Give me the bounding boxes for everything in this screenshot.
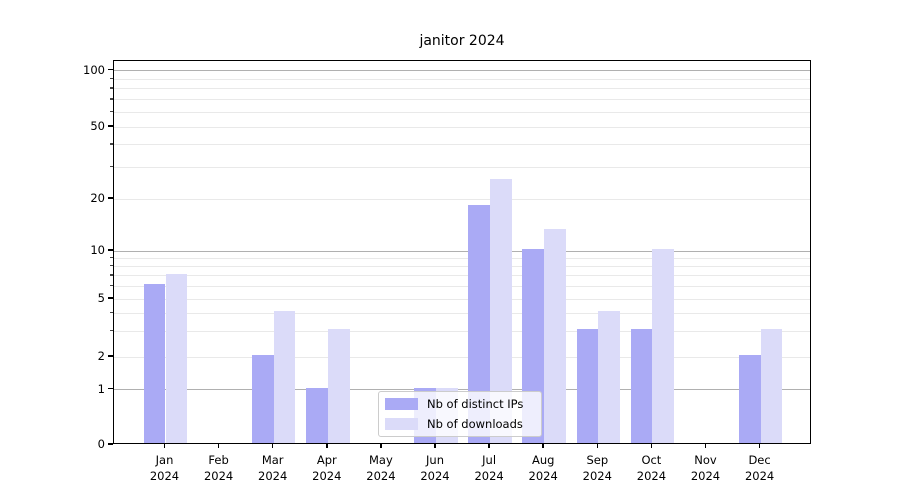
y-minor-tick-mark-40 <box>110 143 113 145</box>
minor-gridline-20 <box>114 198 810 200</box>
legend-item-downloads: Nb of downloads <box>379 414 541 434</box>
legend-item-distinct-ips: Nb of distinct IPs <box>379 394 541 414</box>
y-minor-tick-mark-90 <box>110 77 113 80</box>
minor-gridline-4 <box>114 312 810 314</box>
bar-jan-distinct-ips <box>143 284 166 443</box>
y-tick-label-50: 50 <box>90 119 105 133</box>
x-tick-label-jan: Jan 2024 <box>149 453 180 483</box>
minor-gridline-60 <box>114 111 810 113</box>
minor-gridline-8 <box>114 265 810 267</box>
bar-sep-distinct-ips <box>576 329 599 443</box>
minor-gridline-70 <box>114 99 810 101</box>
x-tick-mark-sep <box>596 444 599 448</box>
bar-aug-downloads <box>544 229 566 443</box>
y-minor-tick-mark-60 <box>110 110 113 113</box>
minor-gridline-50 <box>114 126 810 128</box>
x-tick-mark-may <box>380 444 382 448</box>
bar-mar-distinct-ips <box>251 355 274 443</box>
x-tick-label-apr: Apr 2024 <box>312 453 342 483</box>
bar-dec-distinct-ips <box>738 355 761 443</box>
bar-apr-distinct-ips <box>306 387 328 443</box>
major-gridline-100 <box>114 70 810 71</box>
y-tick-label-20: 20 <box>90 191 105 205</box>
x-tick-mark-mar <box>271 444 274 448</box>
y-minor-tick-mark-70 <box>110 98 113 100</box>
legend-label-downloads: Nb of downloads <box>427 417 523 431</box>
bar-oct-downloads <box>652 249 675 443</box>
x-tick-label-jul: Jul 2024 <box>474 453 504 483</box>
x-tick-mark-jun <box>434 444 436 448</box>
x-tick-label-mar: Mar 2024 <box>258 453 288 483</box>
y-tick-label-5: 5 <box>97 291 105 305</box>
x-tick-label-feb: Feb 2024 <box>203 453 234 483</box>
x-tick-label-nov: Nov 2024 <box>690 453 721 483</box>
x-tick-mark-jan <box>163 444 166 448</box>
y-minor-tick-mark-9 <box>110 256 113 259</box>
bar-mar-downloads <box>273 311 296 443</box>
y-tick-mark-100 <box>108 68 113 71</box>
x-tick-mark-jul <box>488 444 490 448</box>
major-gridline-10 <box>114 250 810 252</box>
plot-area <box>113 60 811 444</box>
minor-gridline-5 <box>114 298 810 300</box>
y-tick-mark-10 <box>108 249 113 251</box>
bar-jan-downloads <box>165 273 188 443</box>
y-tick-label-1: 1 <box>97 381 105 396</box>
x-tick-label-aug: Aug 2024 <box>528 453 558 483</box>
legend: Nb of distinct IPs Nb of downloads <box>378 391 542 437</box>
y-tick-label-100: 100 <box>83 62 105 77</box>
y-tick-label-2: 2 <box>97 349 105 363</box>
chart-title: janitor 2024 <box>419 33 505 49</box>
x-tick-mark-feb <box>217 444 220 448</box>
bar-sep-downloads <box>598 311 621 443</box>
y-minor-tick-mark-80 <box>110 87 113 89</box>
x-tick-label-sep: Sep 2024 <box>582 453 612 483</box>
legend-swatch-distinct-ips-icon <box>385 398 418 410</box>
y-tick-mark-50 <box>108 125 113 127</box>
minor-gridline-2 <box>114 356 810 358</box>
y-tick-label-10: 10 <box>90 243 105 257</box>
major-gridline-1 <box>114 389 810 390</box>
legend-label-distinct-ips: Nb of distinct IPs <box>427 397 524 411</box>
y-tick-mark-0 <box>108 443 113 445</box>
y-tick-label-0: 0 <box>97 437 105 451</box>
x-tick-mark-nov <box>704 444 707 448</box>
y-minor-tick-mark-6 <box>110 284 113 287</box>
y-minor-tick-mark-4 <box>110 311 113 314</box>
minor-gridline-3 <box>114 330 810 332</box>
x-tick-mark-aug <box>542 444 544 448</box>
minor-gridline-9 <box>114 257 810 259</box>
y-tick-mark-2 <box>108 355 113 357</box>
legend-swatch-downloads-icon <box>385 418 418 430</box>
minor-gridline-90 <box>114 78 810 80</box>
y-tick-mark-20 <box>108 197 113 199</box>
bar-jul-distinct-ips <box>468 204 491 443</box>
minor-gridline-7 <box>114 275 810 277</box>
y-minor-tick-mark-8 <box>110 264 113 267</box>
minor-gridline-30 <box>114 166 810 168</box>
bar-apr-downloads <box>327 329 350 443</box>
x-tick-label-oct: Oct 2024 <box>636 453 667 483</box>
minor-gridline-80 <box>114 88 810 90</box>
x-tick-mark-oct <box>650 444 653 448</box>
y-minor-tick-mark-7 <box>110 274 113 276</box>
minor-gridline-40 <box>114 144 810 146</box>
bar-jul-downloads <box>490 179 512 443</box>
x-tick-label-jun: Jun 2024 <box>420 453 450 483</box>
bar-dec-downloads <box>760 329 783 443</box>
x-tick-mark-dec <box>758 444 761 448</box>
y-minor-tick-mark-3 <box>110 329 113 332</box>
y-tick-mark-1 <box>108 387 113 390</box>
bar-oct-distinct-ips <box>630 329 653 443</box>
y-tick-mark-5 <box>108 297 113 299</box>
x-tick-mark-apr <box>326 444 328 448</box>
x-tick-label-dec: Dec 2024 <box>744 453 775 483</box>
minor-gridline-6 <box>114 285 810 287</box>
y-minor-tick-mark-30 <box>110 165 113 168</box>
x-tick-label-may: May 2024 <box>366 453 396 483</box>
